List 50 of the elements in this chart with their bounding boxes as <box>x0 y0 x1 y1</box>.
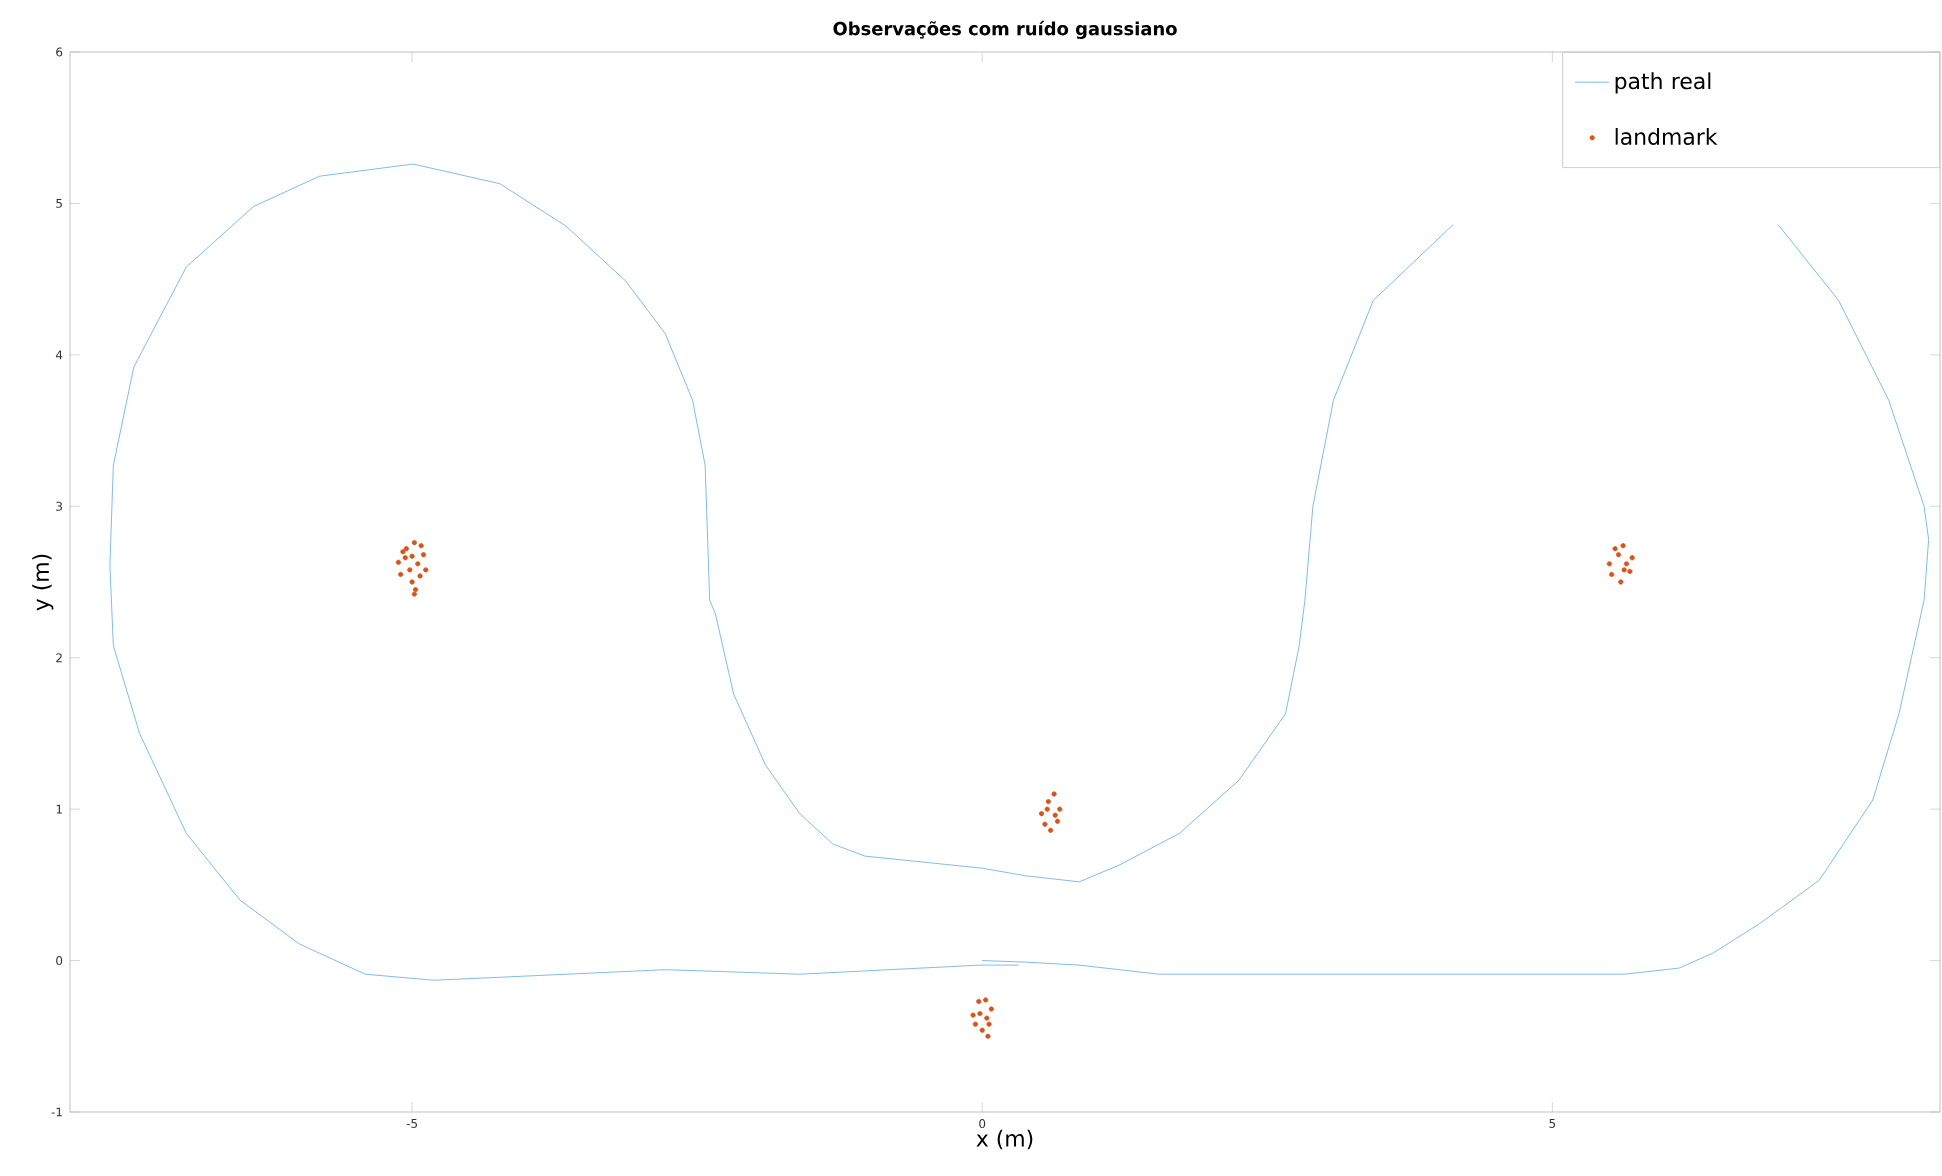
point <box>409 579 415 585</box>
point <box>398 571 404 578</box>
point <box>1620 543 1626 549</box>
point <box>423 567 429 573</box>
point <box>1038 811 1045 817</box>
point <box>402 555 408 561</box>
point <box>420 552 427 558</box>
point <box>1615 552 1622 558</box>
point <box>1044 806 1050 812</box>
point <box>395 559 401 565</box>
point <box>417 573 423 579</box>
point <box>1618 579 1624 585</box>
point <box>970 1012 976 1018</box>
point <box>1627 568 1633 574</box>
point <box>979 1027 985 1033</box>
point <box>1045 798 1051 805</box>
point <box>1048 827 1054 833</box>
point <box>1612 546 1618 552</box>
point <box>983 997 989 1003</box>
point <box>403 546 409 552</box>
chart-title: Observações com ruído gaussiano <box>833 20 1177 39</box>
point <box>977 1010 983 1017</box>
point <box>411 540 417 546</box>
point <box>1629 555 1635 561</box>
point <box>409 553 415 559</box>
y-axis-title: y (m) <box>32 554 54 611</box>
point <box>1623 561 1630 567</box>
point <box>407 567 413 573</box>
point <box>1057 806 1063 812</box>
point <box>984 1015 990 1021</box>
point <box>986 1021 992 1027</box>
legend-label: path real <box>1615 72 1711 94</box>
point <box>411 591 417 597</box>
point <box>988 1006 994 1012</box>
point <box>1606 561 1612 567</box>
point <box>985 1033 991 1039</box>
point <box>972 1021 978 1027</box>
legend-label: landmark <box>1615 127 1718 145</box>
x-axis-title: x (m) <box>976 1129 1033 1150</box>
point <box>1052 812 1058 818</box>
point <box>418 543 424 549</box>
point <box>1609 571 1615 578</box>
point <box>412 586 419 593</box>
point <box>1042 821 1048 827</box>
point <box>415 561 421 567</box>
point <box>1054 818 1061 824</box>
point <box>1051 791 1057 797</box>
point <box>976 998 982 1005</box>
point <box>1621 567 1627 573</box>
point <box>400 549 406 555</box>
